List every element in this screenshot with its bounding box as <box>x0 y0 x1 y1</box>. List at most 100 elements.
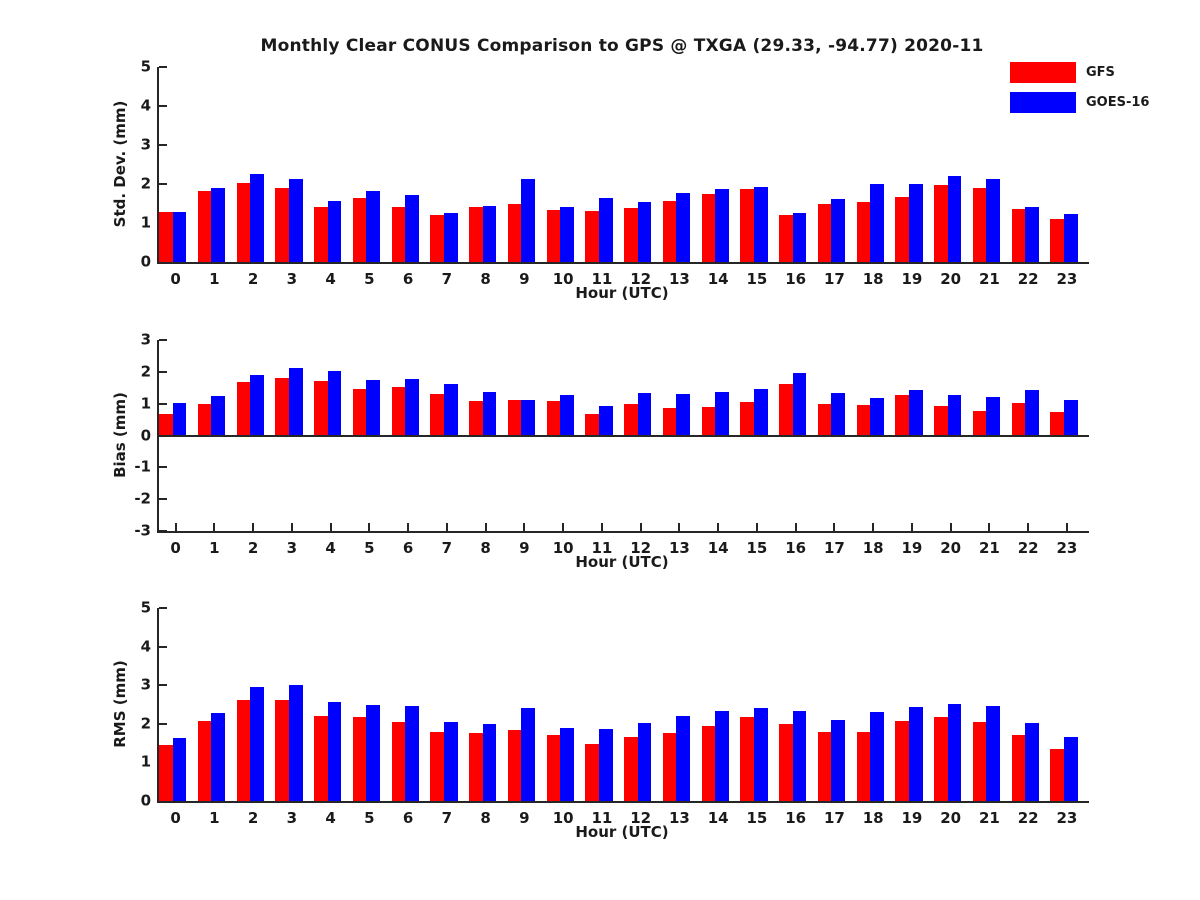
gfs-bar <box>352 198 367 262</box>
goes-16-bar <box>405 705 419 801</box>
goes-16-bar <box>172 738 187 801</box>
y-tick-label: -3 <box>134 521 151 540</box>
goes-16-bar <box>560 727 574 801</box>
goes-16-bar <box>443 384 458 436</box>
x-tick-label: 7 <box>441 270 453 288</box>
gfs-bar <box>624 403 638 436</box>
goes-16-bar <box>1025 723 1039 801</box>
goes-16-bar <box>211 395 225 436</box>
x-tick-label: 15 <box>746 809 768 827</box>
y-tick <box>159 466 167 469</box>
goes-16-bar <box>676 192 690 262</box>
y-tick-label: 3 <box>140 330 151 349</box>
x-tick <box>1065 523 1068 531</box>
gfs-bar <box>275 187 289 262</box>
x-tick-label: 15 <box>746 270 768 288</box>
x-tick-label: 19 <box>901 809 923 827</box>
x-tick-label: 5 <box>364 539 375 557</box>
gfs-bar <box>817 203 832 262</box>
goes16-color-swatch <box>1010 92 1076 113</box>
y-tick-label: 1 <box>140 213 151 232</box>
gfs-bar <box>972 721 987 801</box>
gfs-bar <box>779 215 793 262</box>
x-tick-label: 12 <box>630 539 652 557</box>
y-tick <box>159 498 167 501</box>
gfs-bar <box>314 716 328 801</box>
x-tick-label: 1 <box>209 270 220 288</box>
goes-16-bar <box>405 379 419 436</box>
gfs-bar <box>856 731 871 801</box>
x-tick-label: 4 <box>325 539 336 557</box>
goes-16-bar <box>908 390 923 436</box>
goes-16-bar <box>792 212 807 262</box>
gfs-bar <box>236 382 251 436</box>
gfs-bar <box>895 720 909 801</box>
goes-16-bar <box>482 723 497 801</box>
gfs-bar <box>507 203 522 262</box>
gfs-bar <box>546 401 561 436</box>
goes-16-bar <box>288 685 303 801</box>
goes-16-bar <box>366 191 380 262</box>
gfs-bar <box>856 202 871 262</box>
x-tick-label: 18 <box>862 809 884 827</box>
x-tick-label: 8 <box>480 809 491 827</box>
gfs-bar <box>1050 219 1064 262</box>
x-tick-label: 20 <box>940 270 962 288</box>
gfs-bar <box>314 381 328 436</box>
x-tick-label: 2 <box>247 809 259 827</box>
goes-16-bar <box>250 687 264 801</box>
x-tick-label: 23 <box>1056 270 1078 288</box>
x-tick-label: 14 <box>707 270 729 288</box>
y-tick <box>159 607 167 609</box>
goes-16-bar <box>715 711 729 801</box>
gfs-color-swatch <box>1010 62 1076 83</box>
x-tick <box>484 523 487 531</box>
y-tick-label: 4 <box>140 637 151 656</box>
goes-16-bar <box>715 189 729 262</box>
x-tick-label: 7 <box>441 539 453 557</box>
goes-16-bar <box>211 713 225 801</box>
y-tick <box>159 105 167 107</box>
y-tick <box>159 261 167 263</box>
y-tick-label: 0 <box>140 426 151 445</box>
goes-16-bar <box>986 705 1000 801</box>
stddev-y-axis-title: Std. Dev. (mm) <box>111 100 129 228</box>
zero-axis-line <box>159 434 1089 437</box>
legend-label-gfs: GFS <box>1086 65 1115 80</box>
gfs-bar <box>895 395 909 436</box>
legend-label-goes16: GOES-16 <box>1086 95 1150 110</box>
gfs-bar <box>934 716 948 801</box>
y-tick <box>159 66 167 68</box>
gfs-bar <box>585 414 599 436</box>
x-tick <box>368 523 371 531</box>
gfs-bar <box>352 388 367 436</box>
gfs-bar <box>391 387 406 436</box>
goes-16-bar <box>327 370 342 436</box>
x-tick-label: 3 <box>286 809 298 827</box>
x-tick-label: 18 <box>862 539 884 557</box>
y-tick-label: 5 <box>140 57 151 76</box>
gfs-bar <box>817 732 832 801</box>
x-tick <box>1027 523 1030 531</box>
x-tick-label: 19 <box>901 539 923 557</box>
gfs-bar <box>197 403 212 436</box>
x-tick <box>949 523 952 531</box>
x-tick <box>833 523 836 531</box>
y-tick-label: 3 <box>140 135 151 154</box>
x-tick-label: 10 <box>552 539 574 557</box>
x-tick-label: 13 <box>668 809 690 827</box>
y-tick <box>159 684 167 687</box>
gfs-bar <box>740 402 754 436</box>
x-tick-label: 3 <box>286 539 298 557</box>
goes-16-bar <box>637 392 652 436</box>
x-tick-label: 16 <box>785 270 807 288</box>
gfs-bar <box>1050 411 1064 436</box>
goes-16-bar <box>250 375 264 436</box>
goes-16-bar <box>172 403 187 436</box>
goes-16-bar <box>753 708 768 801</box>
gfs-bar <box>779 723 793 801</box>
y-tick-label: -1 <box>134 457 151 476</box>
x-tick-label: 12 <box>630 809 652 827</box>
x-tick-label: 3 <box>286 270 298 288</box>
goes-16-bar <box>792 372 807 436</box>
